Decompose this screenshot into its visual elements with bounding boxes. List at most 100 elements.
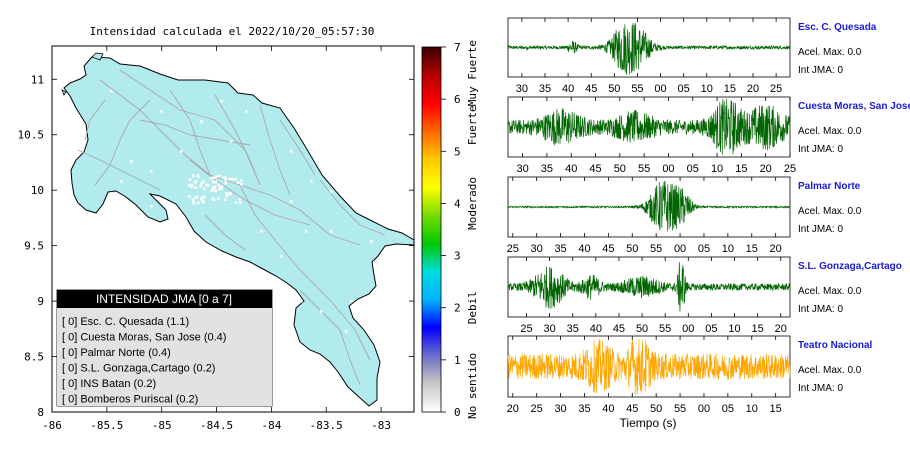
colorbar-label: Muy Fuerte bbox=[466, 40, 479, 106]
station-dot bbox=[230, 140, 233, 143]
map-x-tick-label: -83 bbox=[371, 419, 391, 432]
trace-panel: 30 35 40 45 50 55 00 05 10 15 20 25 Esc. C. Quesada A… bbox=[507, 17, 877, 95]
trace-x-tick-label: 30 bbox=[516, 163, 528, 175]
station-dot bbox=[110, 90, 113, 93]
trace-x-tick-label: 20 bbox=[770, 243, 782, 255]
trace-panel: 20 25 30 35 40 45 50 55 00 05 10 15 Teatro Nacional A… bbox=[507, 335, 872, 415]
station-accel: Acel. Max. 0.0 bbox=[798, 365, 862, 376]
station-dot bbox=[200, 182, 203, 185]
trace-x-tick-label: 20 bbox=[775, 323, 787, 335]
waveform-line bbox=[507, 98, 791, 155]
station-dot bbox=[214, 189, 218, 193]
station-intensity: Int JMA: 0 bbox=[798, 65, 843, 76]
station-dot bbox=[160, 110, 163, 113]
waveform-line bbox=[507, 180, 791, 232]
station-intensity: Int JMA: 0 bbox=[798, 304, 843, 315]
station-dot bbox=[200, 198, 204, 202]
map-y-tick-label: 8 bbox=[37, 406, 44, 419]
trace-x-tick-label: 45 bbox=[613, 323, 625, 335]
station-dot bbox=[192, 201, 196, 205]
colorbar-label: No sentido bbox=[466, 353, 479, 419]
station-dot bbox=[213, 180, 216, 184]
station-dot bbox=[200, 197, 203, 200]
map-x-tick-label: -86 bbox=[42, 419, 62, 432]
map-y-tick-label: 10.5 bbox=[18, 129, 45, 142]
station-name: Esc. C. Quesada bbox=[798, 22, 877, 33]
trace-x-tick-label: 30 bbox=[531, 243, 543, 255]
colorbar-tick-label: 6 bbox=[454, 93, 461, 106]
trace-x-tick-label: 35 bbox=[554, 243, 566, 255]
trace-x-tick-label: 55 bbox=[631, 83, 643, 95]
station-dot bbox=[194, 196, 197, 199]
station-name: Palmar Norte bbox=[798, 181, 861, 192]
map-y-tick-label: 9.5 bbox=[24, 240, 44, 253]
station-dot bbox=[218, 187, 221, 191]
station-dot bbox=[202, 180, 205, 184]
station-dot bbox=[234, 201, 238, 204]
trace-x-tick-label: 10 bbox=[722, 243, 734, 255]
station-dot bbox=[228, 191, 232, 195]
station-dot bbox=[202, 187, 206, 191]
trace-x-tick-label: 25 bbox=[507, 243, 519, 255]
station-dot bbox=[217, 174, 221, 178]
map-x-tick-label: -84.5 bbox=[200, 419, 233, 432]
station-dot bbox=[305, 230, 308, 233]
station-dot bbox=[195, 195, 199, 199]
station-dot bbox=[120, 180, 123, 183]
station-dot bbox=[217, 197, 220, 200]
station-dot bbox=[300, 300, 303, 303]
map-y-tick-label: 8.5 bbox=[24, 351, 44, 364]
map-x-tick-label: -84 bbox=[261, 419, 281, 432]
trace-x-tick-label: 00 bbox=[682, 323, 694, 335]
seismogram-panels: 30 35 40 45 50 55 00 05 10 15 20 25 Esc. C. Quesada A… bbox=[507, 17, 910, 415]
trace-x-tick-label: 35 bbox=[578, 403, 590, 415]
station-dot bbox=[214, 180, 218, 184]
islet-west bbox=[61, 89, 67, 96]
trace-x-tick-label: 00 bbox=[674, 243, 686, 255]
station-dot bbox=[212, 186, 215, 189]
map-x-tick-label: -83.5 bbox=[310, 419, 343, 432]
station-dot bbox=[345, 330, 348, 333]
legend-entries: [ 0] Esc. C. Quesada (1.1) [ 0] Cuesta Mo… bbox=[62, 316, 226, 406]
colorbar-label: Moderado bbox=[466, 177, 479, 230]
station-name: Cuesta Moras, San Jose bbox=[798, 101, 910, 112]
colorbar-tick-label: 2 bbox=[454, 302, 461, 315]
colorbar-bar bbox=[421, 46, 442, 413]
costa-rica-land bbox=[63, 56, 415, 407]
station-dot bbox=[191, 199, 195, 203]
station-dot bbox=[290, 200, 293, 203]
trace-x-tick-label: 55 bbox=[650, 243, 662, 255]
trace-x-tick-label: 40 bbox=[602, 403, 614, 415]
trace-x-tick-label: 05 bbox=[678, 83, 690, 95]
map-axis-ticks: -86 -85.5 -85 -84.5 -84 -83.5 -83 11 10.5 10 9.5 9 8… bbox=[18, 46, 414, 432]
legend-entry: [ 0] Esc. C. Quesada (1.1) bbox=[62, 316, 189, 328]
station-dot bbox=[202, 200, 205, 204]
station-name: S.L. Gonzaga,Cartago bbox=[798, 261, 902, 272]
trace-x-tick-label: 15 bbox=[724, 83, 736, 95]
trace-x-tick-label: 00 bbox=[662, 163, 674, 175]
trace-x-tick-label: 40 bbox=[590, 323, 602, 335]
trace-x-tick-label: 25 bbox=[520, 323, 532, 335]
trace-x-tick-label: 10 bbox=[711, 163, 723, 175]
station-dot bbox=[224, 181, 228, 185]
trace-x-tick-label: 40 bbox=[578, 243, 590, 255]
legend-entry: [ 0] S.L. Gonzaga,Cartago (0.2) bbox=[62, 363, 215, 375]
station-dot bbox=[209, 177, 213, 180]
trace-x-tick-label: 55 bbox=[674, 403, 686, 415]
trace-x-tick-label: 05 bbox=[722, 403, 734, 415]
trace-x-tick-label: 30 bbox=[516, 83, 528, 95]
legend-entry: [ 0] INS Batan (0.2) bbox=[62, 378, 156, 390]
legend-entry: [ 0] Cuesta Moras, San Jose (0.4) bbox=[62, 332, 226, 344]
trace-x-tick-label: 20 bbox=[507, 403, 519, 415]
station-dot bbox=[191, 174, 195, 178]
trace-x-tick-label: 10 bbox=[701, 83, 713, 95]
trace-x-tick-label: 30 bbox=[554, 403, 566, 415]
trace-x-tick-label: 20 bbox=[747, 83, 759, 95]
map-frame bbox=[51, 45, 415, 413]
trace-x-tick-label: 50 bbox=[650, 403, 662, 415]
station-accel: Acel. Max. 0.0 bbox=[798, 126, 862, 137]
trace-x-tick-label: 50 bbox=[636, 323, 648, 335]
station-intensity: Int JMA: 0 bbox=[798, 144, 843, 155]
map-panel: Intensidad calculada el 2022/10/20_05:57… bbox=[18, 25, 415, 432]
